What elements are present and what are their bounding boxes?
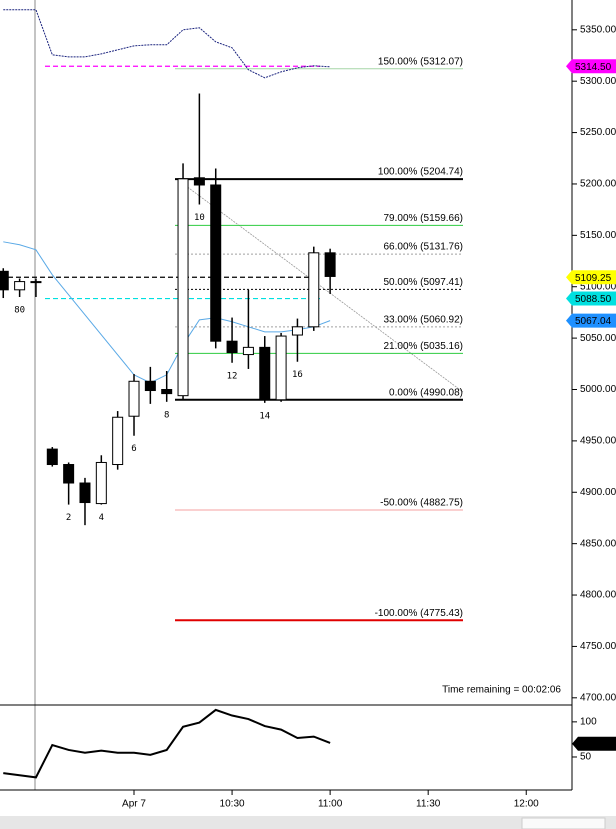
scrollbar-thumb[interactable]: [521, 817, 606, 829]
y-tick-label: 5100.00: [580, 281, 616, 292]
price-tag-label: 5067.04: [575, 316, 612, 327]
price-tag-label: 5314.50: [575, 62, 612, 73]
candle-body: [30, 281, 42, 284]
y-tick-label: 5250.00: [580, 127, 616, 138]
x-tick-label: 12:00: [514, 799, 539, 810]
candle-body: [144, 380, 156, 392]
price-tag: [566, 291, 616, 306]
fib-label: -50.00% (4882.75): [380, 498, 463, 509]
price-tag-label: 68.9: [581, 739, 601, 750]
candle-body: [259, 346, 271, 401]
scrollbar-track: [0, 816, 616, 829]
x-tick-label: 10:30: [220, 799, 245, 810]
bar-number: 12: [227, 371, 238, 381]
y-tick-label: 4850.00: [580, 538, 616, 549]
y-tick-label: 50: [580, 752, 592, 763]
fib-label: 0.00% (4990.08): [389, 387, 463, 398]
bar-number: 16: [292, 370, 303, 380]
trend-line: [177, 179, 464, 393]
fib-label: 150.00% (5312.07): [378, 56, 463, 67]
candle-body: [210, 184, 222, 342]
fib-label: 66.00% (5131.76): [383, 242, 463, 253]
bar-number: 4: [99, 513, 104, 523]
y-tick-label: 4700.00: [580, 692, 616, 703]
price-tag: [566, 59, 616, 74]
y-tick-label: 4800.00: [580, 590, 616, 601]
oscillator-line: [3, 708, 331, 779]
y-tick-label: 5050.00: [580, 333, 616, 344]
bar-number: 8: [164, 410, 169, 420]
candle-body: [291, 326, 303, 336]
y-tick-label: 5150.00: [580, 230, 616, 241]
bar-number: 2: [66, 513, 71, 523]
indicator-line: [3, 9, 331, 79]
price-tag-label: 5109.25: [575, 273, 612, 284]
candle-body: [275, 335, 287, 401]
candle-body: [0, 270, 9, 291]
bar-number: 14: [259, 411, 270, 421]
candle-body: [128, 380, 140, 417]
fib-label: 79.00% (5159.66): [383, 213, 463, 224]
candle-body: [161, 388, 173, 395]
bar-number: 80: [14, 306, 25, 316]
candle-body: [112, 416, 124, 466]
bar-number: 6: [131, 444, 136, 454]
fib-label: 33.00% (5060.92): [383, 315, 463, 326]
x-tick-label: 11:30: [416, 799, 441, 810]
y-tick-label: 100: [580, 717, 597, 728]
x-tick-label: 11:00: [318, 799, 343, 810]
fib-label: -100.00% (4775.43): [375, 608, 463, 619]
y-tick-label: 4900.00: [580, 487, 616, 498]
candle-body: [63, 464, 75, 484]
price-tag: [566, 270, 616, 285]
candle-body: [79, 482, 91, 504]
time-remaining: Time remaining = 00:02:06: [442, 685, 561, 696]
fib-label: 50.00% (5097.41): [383, 277, 463, 288]
y-tick-label: 5000.00: [580, 384, 616, 395]
price-tag-label: 5088.50: [575, 294, 612, 305]
candle-body: [14, 281, 26, 291]
fib-label: 100.00% (5204.74): [378, 167, 463, 178]
candle-body: [193, 177, 205, 186]
y-tick-label: 4750.00: [580, 641, 616, 652]
price-tag: [572, 736, 616, 751]
fib-label: 21.00% (5035.16): [383, 341, 463, 352]
candle-body: [46, 448, 58, 466]
candle-body: [177, 178, 189, 397]
candle-body: [242, 346, 254, 356]
x-tick-label: Apr 7: [122, 799, 146, 810]
candle-body: [95, 461, 107, 505]
candle-body: [324, 252, 336, 277]
y-tick-label: 5300.00: [580, 76, 616, 87]
y-tick-label: 5200.00: [580, 179, 616, 190]
candle-body: [226, 340, 238, 354]
y-tick-label: 4950.00: [580, 436, 616, 447]
y-tick-label: 5350.00: [580, 24, 616, 35]
candle-body: [308, 252, 320, 328]
bar-number: 10: [194, 213, 205, 223]
price-tag: [566, 313, 616, 328]
